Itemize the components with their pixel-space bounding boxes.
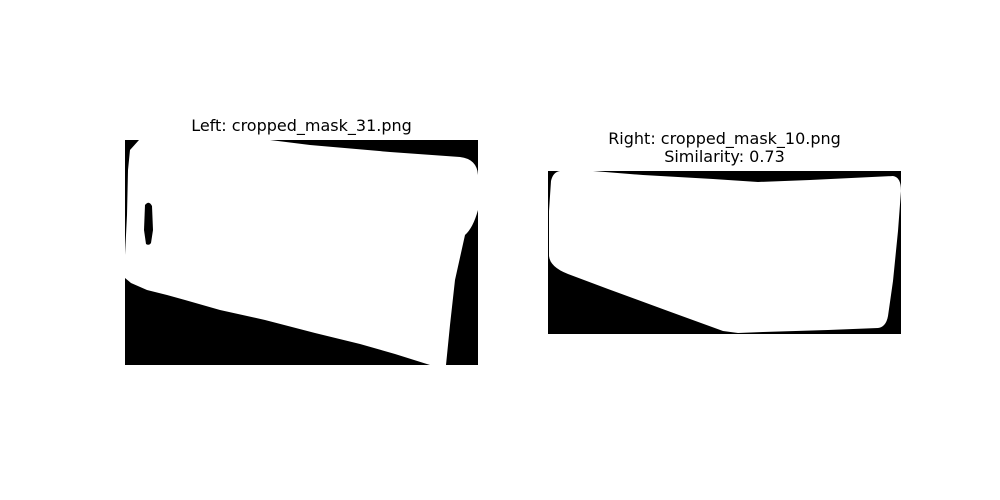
right-panel-title-similarity: Similarity: 0.73	[664, 147, 785, 166]
left-mask-image	[125, 140, 478, 365]
left-mask-shape	[125, 140, 478, 365]
right-mask-image	[548, 171, 901, 334]
right-panel-title: Right: cropped_mask_10.png Similarity: 0…	[548, 130, 901, 166]
right-panel-title-filename: Right: cropped_mask_10.png	[608, 129, 841, 148]
left-panel-title: Left: cropped_mask_31.png	[191, 116, 412, 135]
left-mask-hole	[144, 202, 153, 245]
right-mask-shape	[549, 171, 901, 333]
